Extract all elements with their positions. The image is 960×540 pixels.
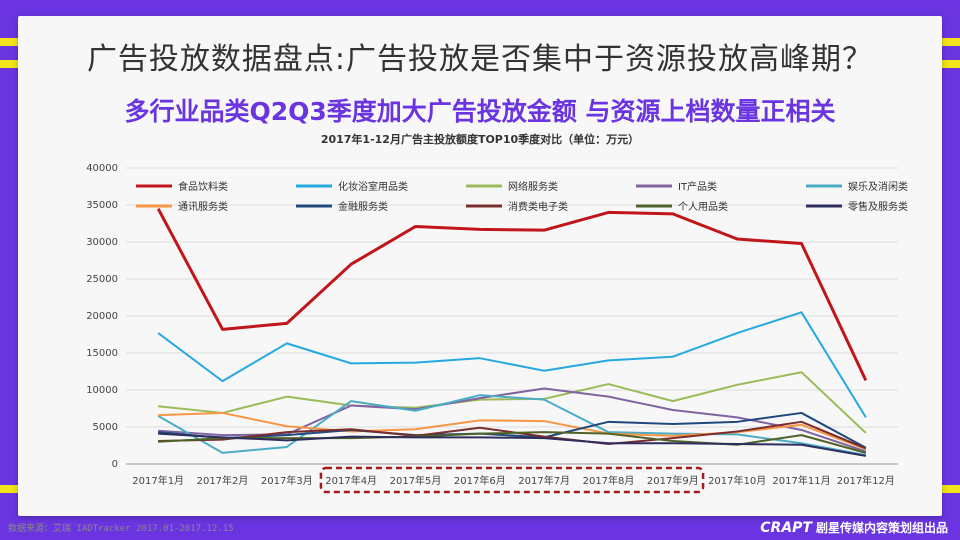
highlight-box-q2q3 — [319, 466, 705, 494]
brand-name: CRAPT — [760, 520, 812, 536]
line-chart: 0 5000 10000 15000 20000 25000 30000 35000 40000… — [86, 163, 908, 494]
series-line — [157, 311, 867, 418]
legend-label: 零售及服务类 — [848, 200, 908, 213]
y-tick-label: 5000 — [93, 422, 118, 433]
x-tick-label: 2017年4月 — [325, 474, 377, 487]
y-tick-label: 40000 — [86, 163, 118, 174]
series-line — [158, 371, 867, 434]
legend-label: 消费类电子类 — [508, 200, 568, 213]
legend-label: 食品饮料类 — [178, 180, 228, 193]
x-tick-label: 2017年8月 — [583, 474, 635, 487]
y-tick-label: 15000 — [86, 348, 118, 359]
x-tick-label: 2017年2月 — [197, 474, 249, 487]
x-tick-label: 2017年9月 — [647, 474, 699, 487]
series-line — [158, 411, 867, 449]
x-tick-label: 2017年3月 — [261, 474, 313, 487]
x-tick-label: 2017年7月 — [518, 474, 570, 487]
chart-title: 2017年1-12月广告主投放额度TOP10季度对比（单位：万元） — [320, 133, 640, 146]
series-line — [156, 207, 868, 382]
series-line — [157, 394, 867, 457]
x-tick-label: 2017年10月 — [708, 474, 766, 487]
data-source-note: 数据来源：艾瑞 IADTracker 2017.01-2017.12.15 — [8, 524, 234, 534]
legend-label: 通讯服务类 — [178, 200, 228, 213]
y-tick-label: 0 — [112, 459, 118, 470]
y-tick-label: 25000 — [86, 274, 118, 285]
x-tick-label: 2017年5月 — [390, 474, 442, 487]
y-tick-label: 20000 — [86, 311, 118, 322]
y-tick-label: 10000 — [86, 385, 118, 396]
slide-subtitle: 多行业品类Q2Q3季度加大广告投放金额 与资源上档数量正相关 — [124, 97, 836, 126]
brand-tagline: 剧星传媒内容策划组出品 — [815, 521, 948, 535]
series-line — [158, 432, 867, 457]
y-tick-label: 35000 — [86, 200, 118, 211]
brand-logo: CRAPT 剧星传媒内容策划组出品 — [760, 519, 948, 536]
slide-title: 广告投放数据盘点:广告投放是否集中于资源投放高峰期？ — [86, 42, 874, 77]
legend-label: 娱乐及消闲类 — [848, 180, 908, 193]
y-tick-label: 30000 — [86, 237, 118, 248]
legend-label: 个人用品类 — [678, 200, 728, 213]
legend-label: IT产品类 — [678, 180, 717, 193]
series-line — [158, 411, 867, 451]
x-tick-label: 2017年6月 — [454, 474, 506, 487]
legend-label: 化妆浴室用品类 — [338, 180, 408, 193]
slide-card: 广告投放数据盘点:广告投放是否集中于资源投放高峰期？ 多行业品类Q2Q3季度加大… — [18, 16, 942, 516]
x-tick-label: 2017年11月 — [772, 474, 830, 487]
x-tick-label: 2017年1月 — [132, 474, 184, 487]
legend-label: 金融服务类 — [338, 200, 388, 213]
legend-label: 网络服务类 — [508, 180, 558, 193]
x-tick-label: 2017年12月 — [837, 474, 895, 487]
